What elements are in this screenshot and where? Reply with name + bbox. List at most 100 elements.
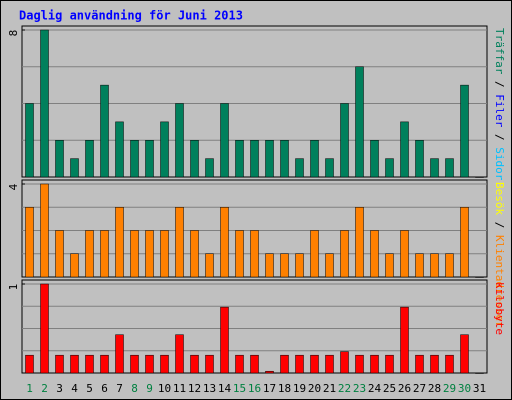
bar	[475, 372, 484, 374]
bar	[325, 158, 334, 178]
bar	[475, 276, 484, 278]
bar	[25, 354, 34, 374]
bar	[55, 230, 64, 278]
chart-title: Daglig användning för Juni 2013	[19, 9, 243, 23]
bar	[220, 207, 229, 278]
bar	[280, 140, 289, 178]
bar	[115, 334, 124, 374]
bar	[415, 253, 424, 278]
bar	[400, 230, 409, 278]
bar	[25, 207, 34, 278]
legend-label: Besök	[493, 182, 506, 215]
bar	[460, 84, 469, 178]
x-tick-label: 25	[383, 382, 396, 395]
bar	[415, 354, 424, 374]
bar	[355, 207, 364, 278]
bar	[40, 29, 49, 178]
x-tick-label: 4	[71, 382, 78, 395]
bar	[385, 158, 394, 178]
bar	[445, 158, 454, 178]
x-tick-label: 28	[428, 382, 441, 395]
bar	[310, 354, 319, 374]
bar	[25, 103, 34, 178]
bar	[430, 158, 439, 178]
x-tick-label: 7	[116, 382, 123, 395]
x-tick-label: 3	[56, 382, 63, 395]
x-tick-label: 8	[131, 382, 138, 395]
x-tick-label: 21	[323, 382, 336, 395]
bar	[190, 354, 199, 374]
bar	[160, 230, 169, 278]
x-tick-label: 23	[353, 382, 366, 395]
x-tick-label: 6	[101, 382, 108, 395]
bar	[85, 354, 94, 374]
x-tick-label: 15	[233, 382, 246, 395]
bar	[280, 253, 289, 278]
bar	[265, 140, 274, 178]
bar	[55, 140, 64, 178]
x-tick-label: 16	[248, 382, 261, 395]
bar	[250, 354, 259, 374]
bar	[70, 253, 79, 278]
bar	[325, 253, 334, 278]
bar	[385, 253, 394, 278]
y-tick-label: 1	[7, 284, 20, 291]
legend-label: Träffar	[493, 28, 506, 75]
bar	[355, 354, 364, 374]
x-tick-label: 2	[41, 382, 48, 395]
legend-label: Filer	[493, 94, 506, 127]
bar	[445, 354, 454, 374]
bar	[145, 140, 154, 178]
bar	[460, 334, 469, 374]
bar	[235, 140, 244, 178]
legend-label: /	[493, 127, 506, 147]
x-tick-label: 14	[218, 382, 232, 395]
bar	[280, 354, 289, 374]
x-tick-label: 12	[188, 382, 201, 395]
x-tick-label: 11	[173, 382, 186, 395]
bar	[385, 354, 394, 374]
bar	[220, 306, 229, 374]
x-tick-label: 13	[203, 382, 216, 395]
bar	[235, 230, 244, 278]
bar	[175, 103, 184, 178]
legend-label: /	[493, 74, 506, 94]
bar	[190, 140, 199, 178]
x-tick-label: 26	[398, 382, 411, 395]
x-tick-label: 18	[278, 382, 291, 395]
bar	[400, 121, 409, 178]
legend-label: /	[493, 215, 506, 235]
bar	[295, 158, 304, 178]
x-tick-label: 30	[458, 382, 471, 395]
bar	[460, 207, 469, 278]
x-tick-label: 24	[368, 382, 382, 395]
side-legend: kilobyte	[493, 282, 506, 335]
bar	[70, 158, 79, 178]
bar	[265, 253, 274, 278]
side-legend: Träffar / Filer / Sidor	[493, 28, 506, 181]
bar	[40, 183, 49, 278]
bar	[100, 230, 109, 278]
bar	[235, 354, 244, 374]
bar	[100, 84, 109, 178]
bar	[475, 176, 484, 178]
bar	[250, 140, 259, 178]
bar	[370, 140, 379, 178]
bar	[175, 207, 184, 278]
y-tick-label: 8	[7, 30, 20, 37]
bar	[340, 103, 349, 178]
bar	[205, 158, 214, 178]
bar	[55, 354, 64, 374]
bar	[175, 334, 184, 374]
bar	[130, 140, 139, 178]
x-tick-label: 20	[308, 382, 321, 395]
y-tick-label: 4	[7, 183, 20, 190]
legend-label: Sidor	[493, 147, 506, 180]
bar	[310, 140, 319, 178]
bar	[70, 354, 79, 374]
bar	[205, 253, 214, 278]
bar	[445, 253, 454, 278]
side-legend: Besök / Klientadresser	[493, 182, 506, 328]
bar	[340, 351, 349, 374]
